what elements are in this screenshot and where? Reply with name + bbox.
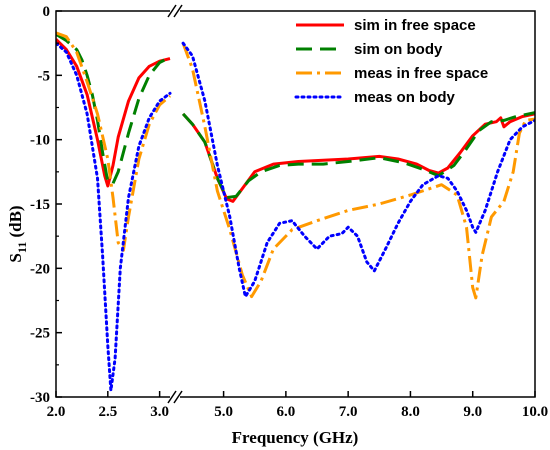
x-axis-break-slash-top-2 (173, 4, 183, 18)
x-axis-break (167, 4, 183, 404)
x-tick-label-1-2: 2.5 (98, 404, 117, 420)
legend-label-3: meas in free space (354, 65, 488, 82)
series-line-4-segment-2 (181, 41, 535, 299)
x-axis-break-gap (170, 391, 180, 403)
series-line-1-segment-1 (56, 38, 171, 188)
x-tick-label-1-1: 2.0 (47, 404, 66, 420)
x-axis-break-slash-2 (173, 390, 183, 404)
y-tick-label-3: -10 (30, 133, 50, 149)
series-line-2-segment-2 (181, 111, 535, 200)
series-line-2-segment-1 (56, 32, 171, 185)
x-axis-break-gap-top (170, 5, 180, 17)
y-axis-title-main: S (6, 253, 25, 262)
plot-area (56, 31, 535, 393)
x-tick-label-2-5: 9.0 (463, 404, 482, 420)
x-axis-break-slash-top-1 (167, 4, 177, 18)
legend-label-2: sim on body (354, 41, 443, 58)
y-tick-label-6: -25 (30, 326, 50, 342)
y-tick-label-5: -20 (30, 261, 50, 277)
axes: 0 -5 -10 -15 -20 -25 -302.0 2.5 3.0 5.0 6.0 7.0 8.0 9… (30, 4, 548, 420)
y-tick-label-2: -5 (38, 68, 51, 84)
x-axis-break-slash-1 (167, 390, 177, 404)
x-axis-title: Frequency (GHz) (232, 428, 359, 447)
y-tick-label-7: -30 (30, 390, 50, 406)
x-tick-label-2-2: 6.0 (277, 404, 296, 420)
series-line-4-segment-1 (56, 41, 172, 393)
y-tick-label-4: -15 (30, 197, 50, 213)
x-tick-label-2-1: 5.0 (214, 404, 233, 420)
legend: sim in free space sim on body meas in free… (294, 17, 488, 106)
x-tick-label-2-3: 7.0 (339, 404, 358, 420)
series-line-1-segment-2 (181, 112, 535, 203)
y-axis-title: S11 (dB) (6, 205, 29, 262)
y-tick-label-1: 0 (43, 4, 51, 20)
legend-label-1: sim in free space (354, 17, 476, 34)
x-tick-label-1-3: 3.0 (150, 404, 169, 420)
legend-label-4: meas on body (354, 89, 456, 106)
y-axis-title-sub: 11 (15, 242, 29, 253)
x-tick-label-2-4: 8.0 (401, 404, 420, 420)
series-line-3-segment-2 (181, 42, 535, 300)
x-tick-label-2-6: 10.0 (522, 404, 548, 420)
y-axis-title-unit: (dB) (6, 205, 25, 241)
series-line-3-segment-1 (56, 31, 171, 252)
